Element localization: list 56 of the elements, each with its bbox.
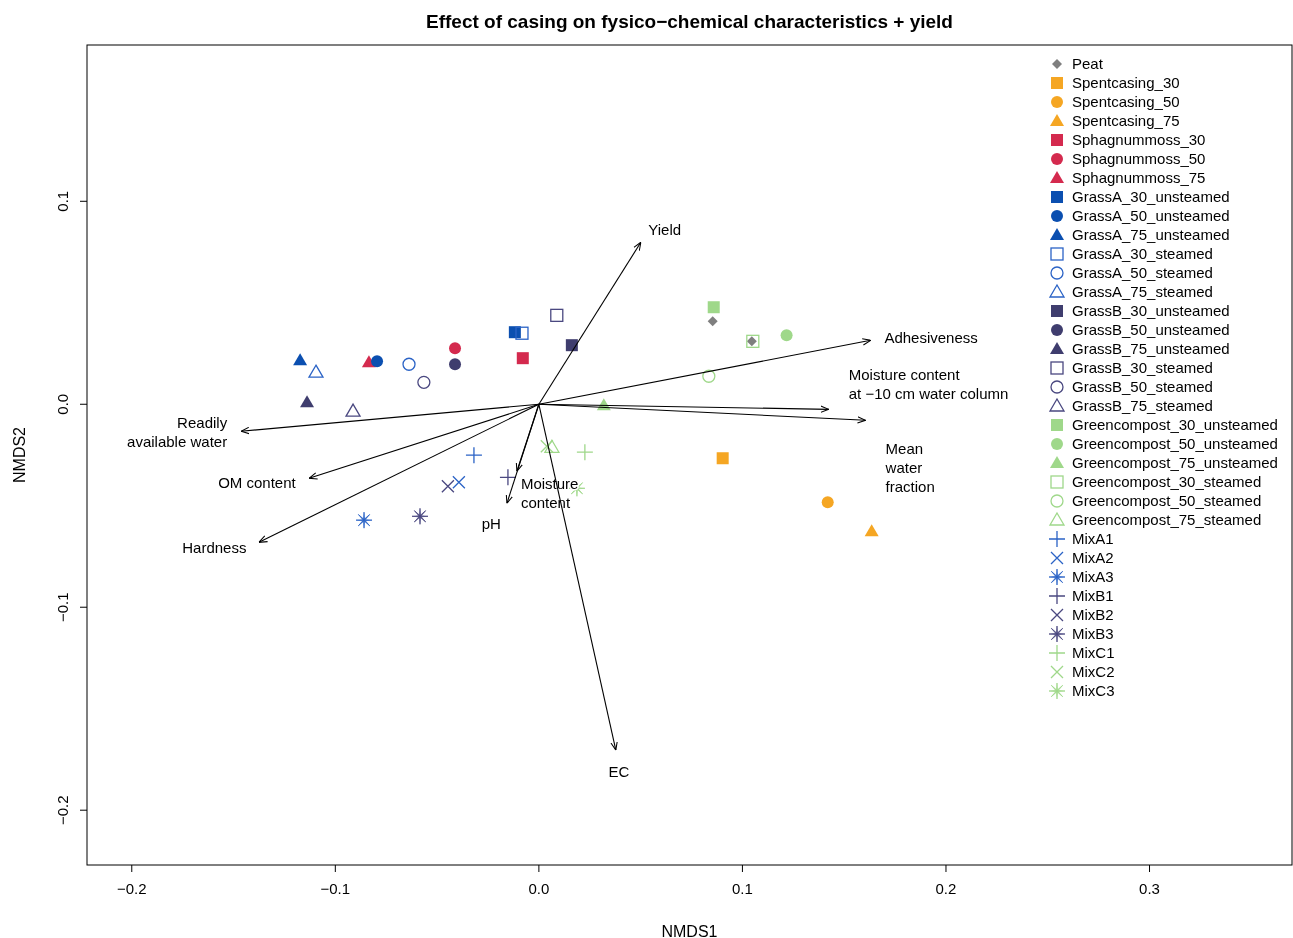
x-tick-label: −0.1 — [320, 880, 351, 897]
legend-label: Greencompost_75_steamed — [1072, 511, 1262, 528]
legend-label: GrassA_30_steamed — [1072, 245, 1213, 262]
legend-label: Sphagnummoss_30 — [1072, 131, 1206, 148]
x-tick-label: 0.1 — [731, 880, 753, 897]
legend-label: GrassB_75_unsteamed — [1072, 340, 1230, 357]
series-label: Readily available water — [127, 414, 228, 451]
series-label: Moisture content at −10 cm water column — [848, 366, 1009, 403]
x-tick-label: 0.0 — [528, 880, 550, 897]
y-tick-label: −0.2 — [54, 795, 71, 826]
legend-label: MixB3 — [1072, 625, 1114, 642]
x-tick-label: 0.2 — [935, 880, 957, 897]
series-label: Hardness — [182, 539, 247, 557]
series-label: Adhesiveness — [884, 328, 978, 346]
series-label: pH — [481, 515, 501, 533]
series-label: OM content — [218, 473, 297, 491]
legend-label: MixC1 — [1072, 644, 1115, 661]
legend-label: GrassB_30_steamed — [1072, 359, 1213, 376]
legend-label: GrassA_30_unsteamed — [1072, 188, 1230, 205]
legend-label: Sphagnummoss_50 — [1072, 150, 1206, 167]
legend-label: MixA3 — [1072, 568, 1114, 585]
x-axis-title: NMDS1 — [661, 923, 718, 938]
legend-label: MixB2 — [1072, 606, 1114, 623]
legend-label: Greencompost_75_unsteamed — [1072, 454, 1278, 471]
x-tick-label: −0.2 — [116, 880, 147, 897]
series-label: Yield — [648, 221, 682, 239]
legend-label: GrassB_50_unsteamed — [1072, 321, 1230, 338]
legend-label: Greencompost_30_unsteamed — [1072, 416, 1278, 433]
legend-label: Greencompost_30_steamed — [1072, 473, 1262, 490]
legend-label: Greencompost_50_unsteamed — [1072, 435, 1278, 452]
y-tick-label: 0.0 — [54, 393, 71, 415]
y-axis-title: NMDS2 — [11, 426, 28, 484]
legend-label: Spentcasing_75 — [1072, 112, 1180, 129]
legend-label: MixA2 — [1072, 549, 1114, 566]
legend-label: Peat — [1072, 55, 1104, 72]
legend-label: MixB1 — [1072, 587, 1114, 604]
x-tick-label: 0.3 — [1139, 880, 1160, 897]
chart-title: Effect of casing on fysico−chemical characteristics + yield — [426, 11, 953, 32]
legend-label: MixA1 — [1072, 530, 1114, 547]
y-tick-label: −0.1 — [54, 592, 71, 623]
y-tick-label: 0.1 — [54, 190, 71, 212]
legend-label: GrassA_75_steamed — [1072, 283, 1213, 300]
legend-label: MixC3 — [1072, 682, 1115, 699]
legend-label: GrassB_75_steamed — [1072, 397, 1213, 414]
legend-label: GrassA_75_unsteamed — [1072, 226, 1230, 243]
legend-label: MixC2 — [1072, 663, 1115, 680]
legend-label: GrassB_30_unsteamed — [1072, 302, 1230, 319]
series-label: EC — [608, 762, 630, 780]
series-label: Mean water fraction — [884, 440, 935, 496]
legend-label: Spentcasing_30 — [1072, 74, 1180, 91]
legend-label: Greencompost_50_steamed — [1072, 492, 1262, 509]
legend-label: GrassA_50_unsteamed — [1072, 207, 1230, 224]
legend-label: Spentcasing_50 — [1072, 93, 1180, 110]
legend-label: GrassB_50_steamed — [1072, 378, 1213, 395]
legend-label: GrassA_50_steamed — [1072, 264, 1213, 281]
legend-label: Sphagnummoss_75 — [1072, 169, 1206, 186]
